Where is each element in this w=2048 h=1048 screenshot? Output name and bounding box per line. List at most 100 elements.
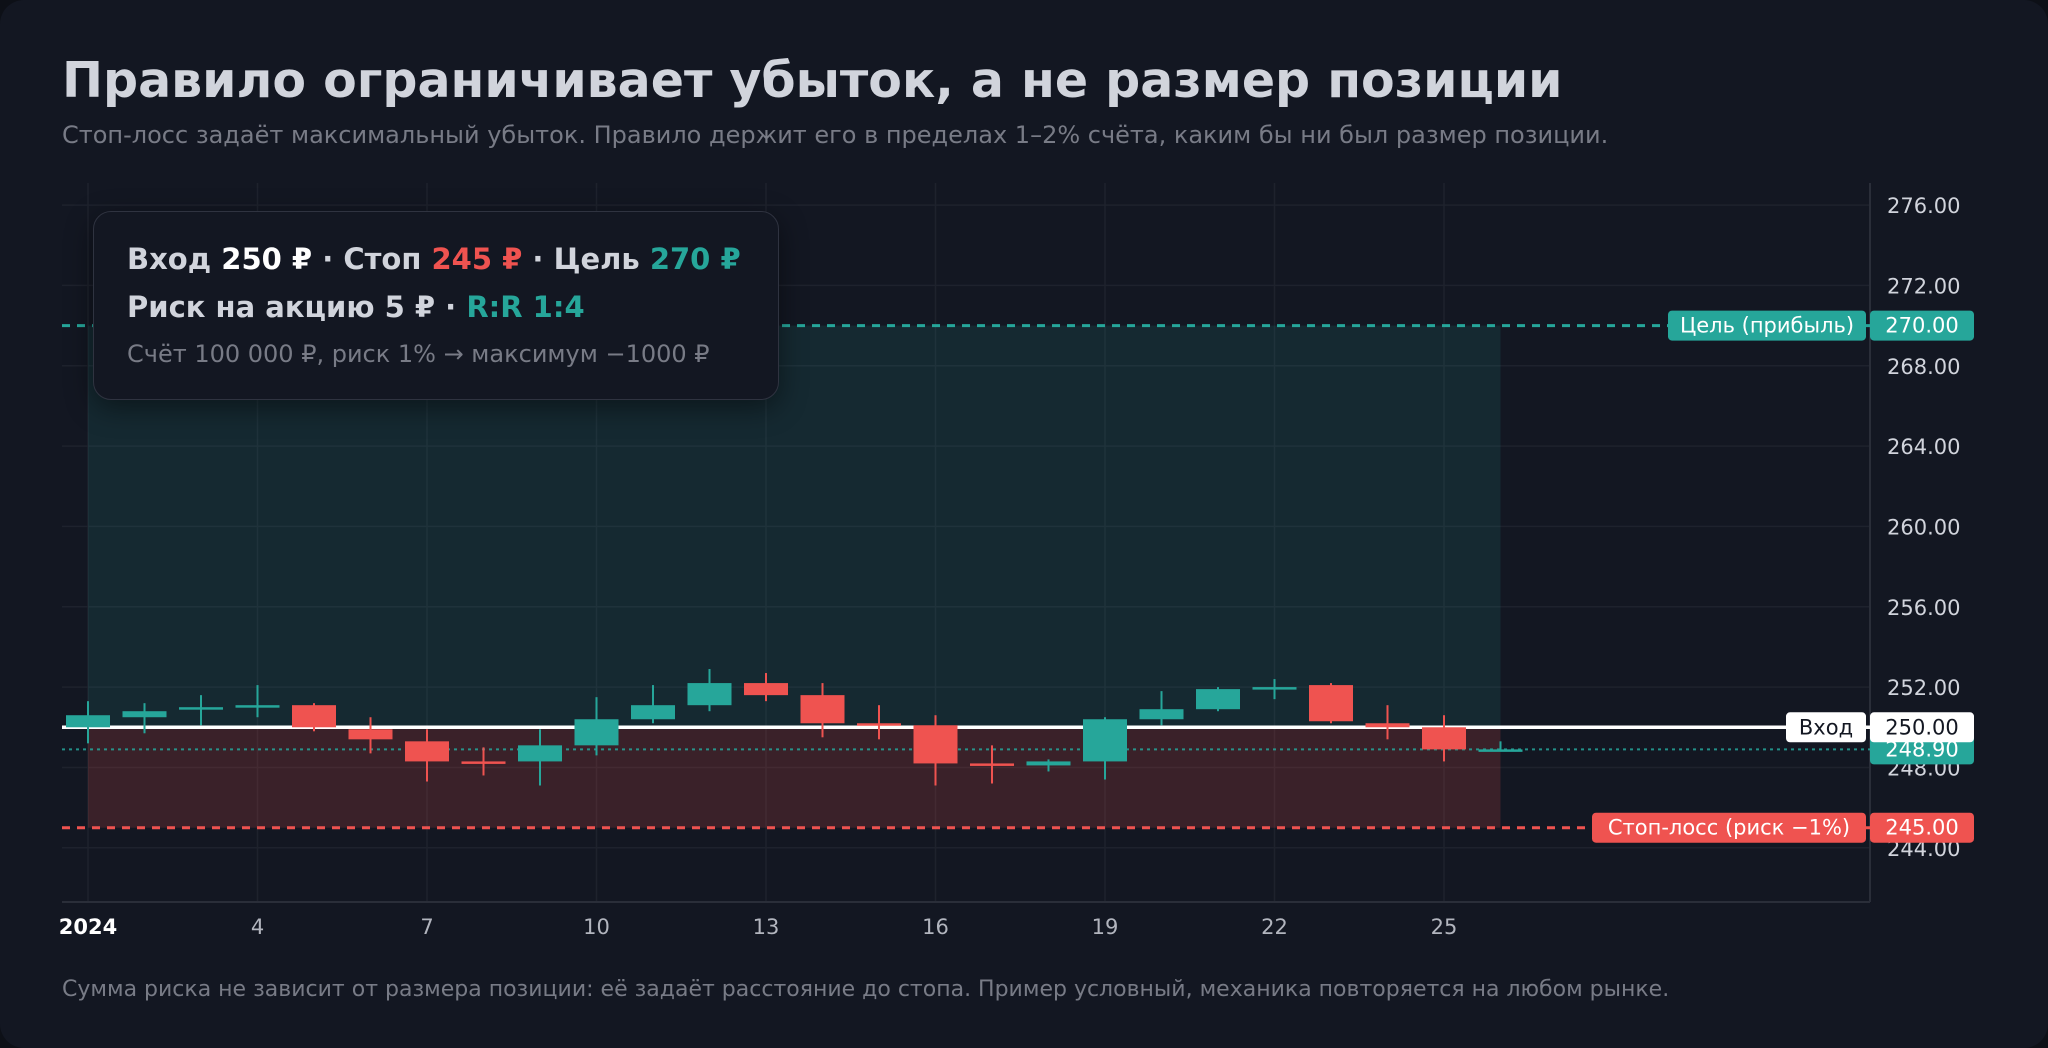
candle xyxy=(122,703,167,734)
y-tick-label: 268.00 xyxy=(1887,355,1960,379)
y-tick-label: 256.00 xyxy=(1887,596,1960,620)
candle xyxy=(857,705,901,740)
candle xyxy=(687,669,732,712)
entry-tag-box xyxy=(1786,712,1866,743)
candle-body xyxy=(235,705,280,708)
page-title: Правило ограничивает убыток, а не размер… xyxy=(62,52,1563,109)
y-tick-label: 276.00 xyxy=(1887,194,1960,218)
target-tag-box xyxy=(1668,310,1866,341)
y-tick-label: 252.00 xyxy=(1887,676,1960,700)
risk-per-share: Риск на акцию 5 ₽ xyxy=(127,290,436,324)
candle xyxy=(1478,741,1523,752)
candle-body xyxy=(1478,749,1523,752)
risk-line: Риск на акцию 5 ₽ · R:R 1:4 xyxy=(127,290,778,338)
candle xyxy=(744,673,788,702)
candle xyxy=(1139,691,1184,726)
candle xyxy=(461,747,506,776)
candle-body xyxy=(1365,723,1410,728)
candle xyxy=(235,685,280,718)
candle xyxy=(348,717,393,754)
candle-body xyxy=(1422,727,1466,750)
risk-reward-ratio: R:R 1:4 xyxy=(466,290,585,324)
stop-tag-box xyxy=(1592,812,1866,843)
trade-levels-line: Вход 250 ₽ · Стоп 245 ₽ · Цель 270 ₽ xyxy=(127,242,778,290)
page-subtitle: Стоп-лосс задаёт максимальный убыток. Пр… xyxy=(62,121,1609,149)
candle-body xyxy=(1196,689,1240,710)
x-tick-label: 2024 xyxy=(59,915,117,939)
entry-value: 250 ₽ xyxy=(221,242,313,276)
target-label: Цель xyxy=(553,242,640,276)
candle xyxy=(800,683,845,738)
candle-body xyxy=(122,711,167,718)
candle-body xyxy=(348,729,393,740)
candle-body xyxy=(631,705,675,720)
candle-body xyxy=(179,707,223,710)
candle-body xyxy=(913,725,958,764)
loss-zone xyxy=(88,727,1501,828)
candle xyxy=(1083,717,1127,780)
candle-body xyxy=(687,683,732,706)
candle xyxy=(1196,687,1240,712)
candle xyxy=(405,729,449,782)
x-tick-label: 22 xyxy=(1261,915,1288,939)
entry-price-label: 250.00 xyxy=(1885,715,1958,739)
candle xyxy=(518,729,562,786)
candle xyxy=(574,697,619,756)
target-price-label-box xyxy=(1870,310,1974,341)
candle-body xyxy=(970,763,1014,766)
candle-body xyxy=(1139,709,1184,720)
candle-body xyxy=(1026,761,1071,766)
x-tick-label: 13 xyxy=(753,915,780,939)
candle-body xyxy=(405,741,449,762)
candle xyxy=(292,703,336,732)
y-tick-label: 264.00 xyxy=(1887,435,1960,459)
stop-price-label-box xyxy=(1870,812,1974,843)
candle xyxy=(631,685,675,724)
entry-price-label-box xyxy=(1870,712,1974,743)
candle xyxy=(1252,679,1297,700)
candle-body xyxy=(292,705,336,728)
x-tick-label: 4 xyxy=(251,915,264,939)
candle-body xyxy=(1083,719,1127,762)
separator: · xyxy=(322,242,334,276)
candle xyxy=(66,701,110,744)
candle xyxy=(913,715,958,786)
separator: · xyxy=(445,290,457,324)
x-tick-label: 19 xyxy=(1092,915,1119,939)
candle-body xyxy=(461,761,506,764)
candle xyxy=(1422,715,1466,762)
candle xyxy=(1365,705,1410,740)
target-tag: Цель (прибыль) xyxy=(1680,314,1854,338)
x-tick-label: 16 xyxy=(922,915,949,939)
stop-value: 245 ₽ xyxy=(431,242,523,276)
candle-body xyxy=(744,683,788,696)
target-price-label: 270.00 xyxy=(1885,314,1958,338)
stop-label: Стоп xyxy=(343,242,422,276)
entry-tag: Вход xyxy=(1799,715,1853,739)
trade-info-box: Вход 250 ₽ · Стоп 245 ₽ · Цель 270 ₽ Рис… xyxy=(93,211,779,400)
candle-body xyxy=(574,719,619,746)
x-tick-label: 7 xyxy=(420,915,433,939)
target-value: 270 ₽ xyxy=(649,242,741,276)
x-tick-label: 10 xyxy=(583,915,610,939)
y-tick-label: 260.00 xyxy=(1887,515,1960,539)
candle xyxy=(1309,683,1353,724)
candle-body xyxy=(66,715,110,728)
candle-body xyxy=(800,695,845,724)
account-risk-note: Счёт 100 000 ₽, риск 1% → максимум −1000… xyxy=(127,340,710,368)
separator: · xyxy=(532,242,544,276)
x-tick-label: 25 xyxy=(1431,915,1458,939)
stop-price-label: 245.00 xyxy=(1885,816,1958,840)
candle-body xyxy=(857,723,901,726)
candle xyxy=(1026,759,1071,772)
candle-body xyxy=(518,745,562,762)
candle-body xyxy=(1252,687,1297,690)
entry-label: Вход xyxy=(127,242,212,276)
footnote: Сумма риска не зависит от размера позици… xyxy=(62,977,1670,1002)
y-tick-label: 272.00 xyxy=(1887,274,1960,298)
candle-body xyxy=(1309,685,1353,722)
candle xyxy=(179,695,223,726)
candle xyxy=(970,745,1014,784)
